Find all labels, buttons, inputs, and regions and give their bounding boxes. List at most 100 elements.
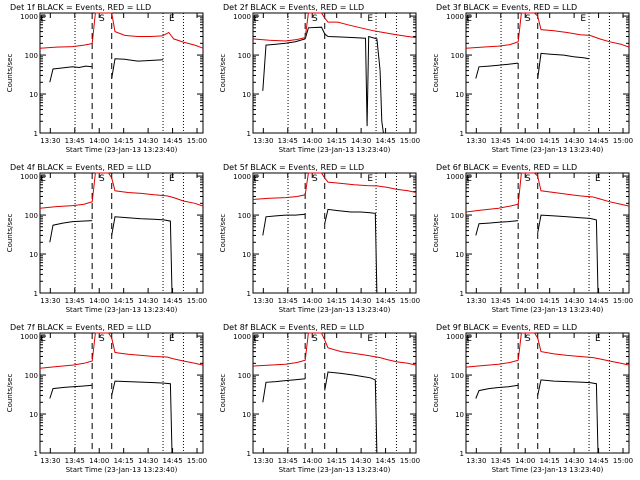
y-axis-label: Counts/sec xyxy=(6,214,14,253)
lightcurve-panel-4: Det 4f BLACK = Events, RED = LLD 13:30 13:… xyxy=(6,163,207,314)
y-tick-label: 1 xyxy=(460,130,464,138)
x-tick-label: 14:00 xyxy=(515,297,535,305)
x-tick-label: 15:00 xyxy=(400,297,420,305)
x-tick-label: 14:30 xyxy=(138,137,158,145)
y-tick-label: 10 xyxy=(455,251,464,259)
x-tick-label: 13:45 xyxy=(491,297,511,305)
y-tick-label: 1000 xyxy=(233,173,251,181)
y-axis-label: Counts/sec xyxy=(219,214,227,253)
x-tick-label: 14:00 xyxy=(515,457,535,465)
x-axis-label: Start Time (23-Jan-13 13:23:40) xyxy=(66,146,178,154)
y-tick-label: 10 xyxy=(455,411,464,419)
y-axis-label: Counts/sec xyxy=(6,54,14,93)
y-tick-label: 100 xyxy=(25,372,38,380)
y-tick-label: 1000 xyxy=(446,13,464,21)
lld-series-line xyxy=(252,332,417,367)
events-series-line xyxy=(304,26,381,127)
events-series-line xyxy=(475,62,519,79)
y-tick-label: 10 xyxy=(242,91,251,99)
time-marker-label: E xyxy=(595,174,601,184)
y-tick-label: 1 xyxy=(247,290,251,298)
y-tick-label: 100 xyxy=(238,212,251,220)
lightcurve-panel-8: Det 8f BLACK = Events, RED = LLD 13:30 13:… xyxy=(219,323,420,474)
plot-frame xyxy=(252,172,417,294)
time-marker-label: E xyxy=(40,174,46,184)
x-tick-label: 14:45 xyxy=(588,137,608,145)
time-marker-label: E xyxy=(367,14,373,24)
time-marker-label: S xyxy=(525,14,531,24)
x-tick-label: 13:30 xyxy=(40,297,60,305)
time-marker-label: S xyxy=(99,174,105,184)
y-tick-label: 100 xyxy=(25,52,38,60)
x-tick-label: 14:30 xyxy=(351,137,371,145)
time-marker-label: S xyxy=(312,14,318,24)
x-axis-label: Start Time (23-Jan-13 13:23:40) xyxy=(66,466,178,474)
plot-frame xyxy=(252,332,417,454)
x-tick-label: 13:45 xyxy=(65,297,85,305)
y-axis-label: Counts/sec xyxy=(432,54,440,93)
time-marker-label: E xyxy=(466,174,472,184)
x-tick-label: 14:15 xyxy=(540,137,560,145)
y-tick-label: 1 xyxy=(34,130,38,138)
x-tick-label: 14:15 xyxy=(327,137,347,145)
y-tick-label: 1000 xyxy=(20,13,38,21)
lld-series-line xyxy=(465,172,630,213)
x-tick-label: 13:30 xyxy=(466,297,486,305)
x-tick-label: 14:00 xyxy=(515,137,535,145)
lld-series-line xyxy=(252,172,417,200)
x-tick-label: 14:30 xyxy=(564,137,584,145)
panel-title: Det 4f BLACK = Events, RED = LLD xyxy=(10,163,151,172)
panel-title: Det 2f BLACK = Events, RED = LLD xyxy=(223,3,364,12)
lightcurve-panel-9: Det 9f BLACK = Events, RED = LLD 13:30 13:… xyxy=(432,323,633,474)
time-marker-label: S xyxy=(99,334,105,344)
time-marker-label: E xyxy=(466,14,472,24)
y-tick-label: 10 xyxy=(29,251,38,259)
x-tick-label: 14:15 xyxy=(540,297,560,305)
plot-frame xyxy=(465,172,630,294)
time-marker-label: E xyxy=(580,14,586,24)
events-series-line xyxy=(475,220,519,236)
x-tick-label: 13:45 xyxy=(278,137,298,145)
x-tick-label: 14:00 xyxy=(89,457,109,465)
x-tick-label: 14:45 xyxy=(588,297,608,305)
x-tick-label: 15:00 xyxy=(187,457,207,465)
x-tick-label: 14:30 xyxy=(138,297,158,305)
y-tick-label: 1 xyxy=(460,290,464,298)
x-tick-label: 14:00 xyxy=(89,137,109,145)
time-marker-label: E xyxy=(253,174,259,184)
x-axis-label: Start Time (23-Jan-13 13:23:40) xyxy=(279,466,391,474)
x-axis-label: Start Time (23-Jan-13 13:23:40) xyxy=(279,306,391,314)
x-tick-label: 14:15 xyxy=(114,297,134,305)
y-tick-label: 1000 xyxy=(20,333,38,341)
time-marker-label: S xyxy=(312,174,318,184)
time-marker-label: E xyxy=(367,174,373,184)
x-tick-label: 15:00 xyxy=(613,457,633,465)
x-tick-label: 14:00 xyxy=(89,297,109,305)
x-tick-label: 14:45 xyxy=(375,297,395,305)
events-series-line xyxy=(262,213,306,236)
x-tick-label: 13:45 xyxy=(65,457,85,465)
x-tick-label: 14:15 xyxy=(327,297,347,305)
x-tick-label: 15:00 xyxy=(400,137,420,145)
x-tick-label: 15:00 xyxy=(613,297,633,305)
y-tick-label: 1000 xyxy=(233,13,251,21)
x-tick-label: 13:45 xyxy=(278,457,298,465)
lld-series-line xyxy=(465,12,630,49)
y-tick-label: 10 xyxy=(242,251,251,259)
x-tick-label: 13:30 xyxy=(466,137,486,145)
time-marker-label: E xyxy=(466,334,472,344)
x-tick-label: 14:45 xyxy=(162,457,182,465)
x-tick-label: 14:45 xyxy=(162,137,182,145)
lightcurve-panel-2: Det 2f BLACK = Events, RED = LLD 13:30 13:… xyxy=(219,3,420,154)
events-series-line xyxy=(49,384,93,399)
x-tick-label: 13:30 xyxy=(466,457,486,465)
x-axis-label: Start Time (23-Jan-13 13:23:40) xyxy=(279,146,391,154)
y-tick-label: 1000 xyxy=(446,173,464,181)
x-tick-label: 14:15 xyxy=(327,457,347,465)
time-marker-label: E xyxy=(367,334,373,344)
time-marker-label: E xyxy=(40,334,46,344)
time-marker-label: S xyxy=(99,14,105,24)
y-tick-label: 1 xyxy=(34,450,38,458)
lld-series-line xyxy=(39,172,204,209)
